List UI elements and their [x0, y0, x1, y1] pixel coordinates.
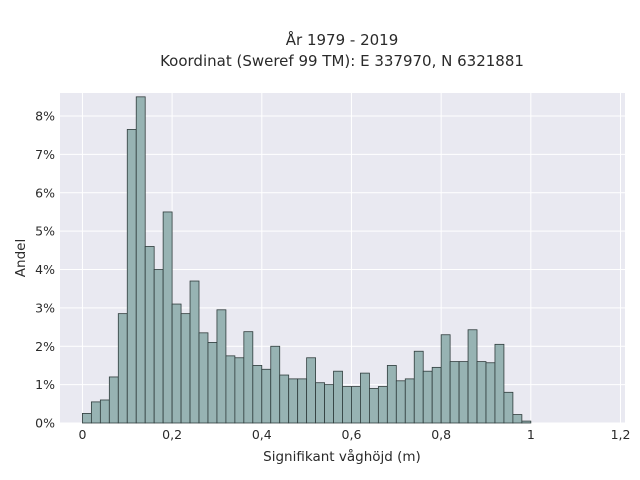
y-axis-label: Andel	[13, 239, 29, 277]
histogram-bar	[297, 378, 308, 424]
histogram-bar	[395, 380, 406, 424]
histogram-bar	[440, 334, 451, 424]
histogram-bar	[422, 370, 433, 424]
x-tick-label: 0,8	[431, 427, 451, 442]
y-tick-label: 4%	[35, 262, 55, 277]
histogram-bar	[467, 329, 478, 424]
histogram-bar	[90, 401, 101, 424]
histogram-bar	[126, 129, 137, 424]
x-tick-label: 1	[527, 427, 535, 442]
histogram-bar	[351, 386, 361, 424]
y-tick-labels: 0% 1% 2% 3% 4% 5% 6% 7% 8%	[35, 109, 55, 431]
histogram-bar	[135, 96, 146, 424]
y-tick-label: 7%	[35, 147, 55, 162]
histogram-bar	[360, 372, 370, 424]
histogram-bar	[306, 357, 316, 424]
histogram-bar	[243, 331, 254, 424]
histogram-bar	[476, 361, 487, 424]
histogram-bar	[386, 365, 397, 424]
histogram-bar	[270, 345, 281, 424]
histogram-bar	[485, 362, 496, 424]
y-tick-label: 1%	[35, 377, 55, 392]
y-tick-label: 0%	[35, 416, 55, 431]
histogram-bar	[503, 391, 514, 424]
histogram-bar	[261, 368, 272, 424]
histogram-bar	[117, 313, 128, 424]
histogram-bar	[82, 413, 92, 424]
histogram-bar	[144, 246, 155, 424]
histogram-bar	[333, 370, 343, 424]
histogram-bar	[288, 378, 299, 424]
histogram-bar	[153, 269, 164, 424]
x-tick-label: 0,6	[342, 427, 362, 442]
x-tick-label: 0,4	[252, 427, 272, 442]
histogram-bar	[404, 378, 415, 424]
y-tick-label: 2%	[35, 339, 55, 354]
histogram-bar	[225, 355, 236, 424]
histogram-bar	[512, 414, 523, 424]
histogram-bar	[279, 374, 290, 424]
y-tick-label: 5%	[35, 224, 55, 239]
y-tick-label: 8%	[35, 109, 55, 124]
histogram-bar	[99, 399, 110, 424]
chart-subtitle: Koordinat (Sweref 99 TM): E 337970, N 63…	[160, 52, 524, 70]
histogram-bar	[458, 361, 469, 424]
histogram-bar	[198, 332, 209, 424]
y-tick-label: 3%	[35, 300, 55, 315]
x-tick-labels: 0 0,2 0,4 0,6 0,8 1 1,2	[78, 427, 630, 442]
chart-title: År 1979 - 2019	[286, 30, 399, 49]
histogram-bar	[171, 303, 182, 424]
histogram-bar	[431, 366, 442, 424]
x-axis-label: Signifikant våghöjd (m)	[263, 448, 421, 465]
histogram-bar	[108, 376, 119, 424]
histogram-bar	[180, 313, 191, 424]
histogram-bar	[207, 342, 218, 424]
histogram-bar	[494, 343, 505, 424]
histogram-bar	[162, 211, 173, 424]
x-tick-label: 0,2	[162, 427, 182, 442]
histogram-bar	[324, 384, 334, 424]
histogram-bar	[377, 386, 388, 424]
x-tick-label: 1,2	[611, 427, 631, 442]
histogram-bar	[521, 420, 532, 424]
histogram-bar	[189, 280, 200, 424]
histogram-bar	[216, 309, 227, 424]
histogram-bar	[413, 350, 424, 424]
histogram-bar	[449, 361, 460, 424]
histogram-bar	[234, 357, 245, 424]
histogram-bar	[315, 382, 325, 424]
histogram-bar	[342, 386, 352, 424]
histogram-bars	[82, 96, 532, 424]
x-tick-label: 0	[78, 427, 86, 442]
histogram-bar	[369, 388, 379, 424]
histogram-bar	[252, 365, 263, 424]
y-tick-label: 6%	[35, 185, 55, 200]
